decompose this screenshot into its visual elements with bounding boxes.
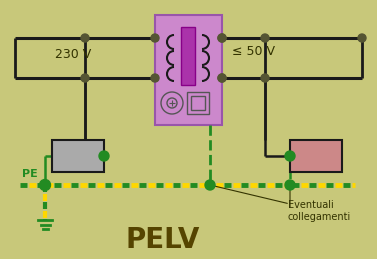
Bar	[290, 140, 342, 172]
Circle shape	[285, 180, 295, 190]
Circle shape	[285, 151, 295, 161]
Circle shape	[81, 34, 89, 42]
Bar	[155, 15, 222, 125]
Bar	[52, 140, 104, 172]
Circle shape	[218, 34, 226, 42]
Circle shape	[151, 34, 159, 42]
Circle shape	[205, 180, 215, 190]
Text: Eventuali
collegamenti: Eventuali collegamenti	[288, 200, 351, 222]
Text: ≤ 50 V: ≤ 50 V	[232, 45, 275, 58]
Text: PELV: PELV	[125, 226, 199, 254]
Circle shape	[151, 74, 159, 82]
Circle shape	[218, 74, 226, 82]
Circle shape	[218, 74, 226, 82]
Circle shape	[99, 151, 109, 161]
Text: 230 V: 230 V	[55, 48, 91, 61]
Circle shape	[40, 179, 51, 191]
Bar	[191, 96, 205, 110]
Bar	[187, 92, 209, 114]
Circle shape	[261, 74, 269, 82]
Circle shape	[218, 34, 226, 42]
Bar	[181, 27, 195, 85]
Circle shape	[261, 34, 269, 42]
Text: PE: PE	[22, 169, 38, 179]
Circle shape	[81, 74, 89, 82]
Circle shape	[358, 34, 366, 42]
